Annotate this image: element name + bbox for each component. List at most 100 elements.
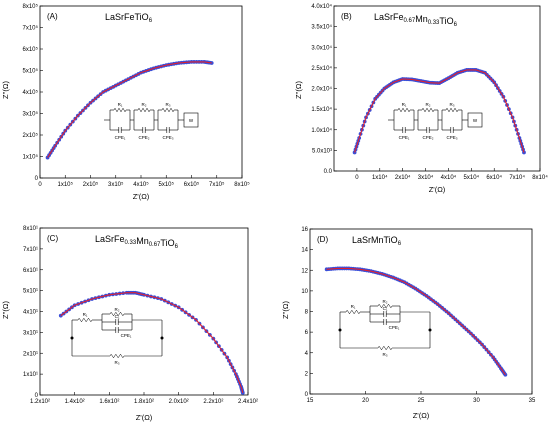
y-tick-label: 10 — [301, 289, 308, 295]
fit-line — [60, 292, 244, 394]
circuit-label: R₁ — [118, 102, 123, 107]
panel-title: LaSrFe0.67Mn0.33TiO6 — [374, 12, 458, 28]
x-tick-label: 7x10⁴ — [509, 174, 525, 181]
resistor — [421, 107, 435, 113]
y-tick-label: 2x10⁵ — [23, 132, 39, 139]
x-tick-label: 25 — [418, 398, 425, 404]
data-point — [240, 391, 245, 395]
fit-line — [47, 61, 212, 158]
warburg-element — [183, 112, 199, 128]
resistor — [137, 107, 151, 113]
panel-title: LaSrMnTiO6 — [352, 235, 402, 247]
y-tick-label: 4 — [305, 351, 309, 357]
x-axis-label: Z'(Ω) — [133, 192, 150, 201]
y-tick-label: 7x10⁵ — [23, 25, 39, 32]
y-tick-label: 3x10¹ — [23, 330, 38, 336]
equivalent-circuit-inset: R₁ R₂ C₁ CPE₁ R₃ — [338, 299, 432, 357]
circuit-label: R₁ — [351, 304, 356, 309]
y-tick-label: 1x10⁵ — [23, 154, 39, 161]
y-tick-label: 1.0x10⁴ — [311, 127, 332, 134]
circuit-label: CPE₃ — [446, 135, 457, 140]
title-part: 0.67 — [404, 18, 416, 24]
circuit-label: R₂ — [115, 307, 120, 312]
y-tick-label: 5x10⁵ — [23, 68, 39, 75]
title-part: LaSrFeTiO — [105, 12, 149, 22]
x-tick-label: 2.0x10² — [169, 399, 189, 405]
y-tick-label: 6x10⁵ — [23, 46, 39, 53]
plot-frame — [309, 228, 533, 395]
y-tick-label: 4.0x10⁴ — [311, 3, 332, 10]
resistor — [445, 107, 459, 113]
panel-title: LaSrFe0.33Mn0.67TiO6 — [95, 234, 179, 250]
x-tick-label: 1x10⁴ — [372, 174, 388, 181]
title-part: 0.33 — [125, 240, 137, 246]
y-tick-label: 5.0x10³ — [312, 148, 332, 154]
x-tick-label: 1.4x10² — [65, 399, 85, 405]
circuit-label: C₁ — [383, 306, 388, 311]
x-tick-label: 0 — [38, 182, 42, 188]
y-tick-label: 2.5x10⁴ — [311, 65, 332, 72]
plot-frame — [333, 5, 541, 172]
title-part: 0.33 — [428, 20, 440, 26]
y-tick-label: 1.5x10⁴ — [311, 106, 332, 113]
chart-panel-1: 0 1x10⁵ 2x10⁵ 3x10⁵ 4x10⁵ 5x10⁵ 6x10⁵ 7x10⁵ 8x10… — [1, 3, 250, 201]
x-axis-label: Z'(Ω) — [413, 411, 430, 420]
x-tick-label: 1.2x10² — [30, 399, 50, 405]
chart-panel-3: 0 1x10¹ 2x10¹ 3x10¹ 4x10¹ 5x10¹ 6x10¹ 7x10¹ 8x10… — [1, 226, 258, 422]
x-tick-label: 30 — [473, 398, 480, 404]
title-part: TiO — [160, 238, 174, 248]
y-tick-label: 7x10¹ — [23, 247, 38, 253]
y-axis-label: Z''(Ω) — [1, 300, 10, 319]
x-tick-label: 20 — [362, 398, 369, 404]
y-tick-label: 14 — [301, 248, 308, 254]
title-part: 0.67 — [149, 242, 161, 248]
x-tick-label: 4x10⁴ — [441, 174, 457, 181]
plot-frame — [39, 5, 243, 179]
y-tick-label: 4x10¹ — [23, 310, 38, 316]
circuit-label: CPE₂ — [139, 135, 150, 140]
circuit-label: R₂ — [142, 102, 147, 107]
y-tick-label: 6x10¹ — [23, 268, 38, 274]
x-axis-label: Z'(Ω) — [136, 413, 153, 422]
title-part: LaSrFe — [95, 234, 125, 244]
y-tick-label: 3.5x10⁴ — [311, 24, 332, 31]
y-axis-label: Z''(Ω) — [294, 80, 303, 99]
circuit-label: CPE₁ — [389, 325, 400, 330]
resistor — [109, 311, 125, 317]
warburg-label: W — [473, 118, 478, 123]
x-tick-label: 8x10⁵ — [234, 181, 250, 188]
title-part: 6 — [398, 241, 402, 247]
resistor — [377, 345, 393, 351]
warburg-element — [467, 112, 483, 128]
y-tick-label: 2 — [305, 371, 309, 377]
circuit-label: CPE₁ — [399, 135, 410, 140]
x-tick-label: 2.4x10² — [238, 399, 258, 405]
y-tick-label: 4x10⁵ — [23, 89, 39, 96]
y-tick-label: 12 — [301, 268, 308, 274]
x-tick-label: 2x10⁵ — [83, 181, 99, 188]
title-part: 6 — [149, 18, 153, 24]
x-tick-label: 6x10⁵ — [184, 181, 200, 188]
y-tick-label: 3.0x10⁴ — [311, 44, 332, 51]
title-part: 6 — [454, 22, 458, 28]
title-part: LaSrFe — [374, 12, 404, 22]
y-tick-label: 8x10⁵ — [23, 3, 39, 10]
title-part: TiO — [439, 16, 453, 26]
y-tick-label: 8 — [305, 310, 309, 316]
circuit-label: CPE₃ — [162, 135, 173, 140]
resistor — [77, 317, 93, 323]
title-part: Mn — [136, 236, 149, 246]
x-tick-label: 15 — [307, 398, 314, 404]
y-tick-label: 0.0 — [324, 169, 333, 175]
x-tick-label: 0 — [355, 175, 359, 181]
fit-line — [326, 267, 506, 376]
warburg-label: W — [189, 118, 194, 123]
equivalent-circuit-inset: R₁ CPE₁ R₂ CPE₂ R₃ CPE₃ W — [104, 102, 199, 140]
chart-panel-2: 0.0 5.0x10³ 1.0x10⁴ 1.5x10⁴ 2.0x10⁴ 2.5x10⁴ 3.… — [294, 3, 548, 194]
panel-tag: (C) — [47, 234, 58, 243]
y-axis-label: Z''(Ω) — [281, 300, 290, 319]
resistor — [397, 107, 411, 113]
circuit-label: R₁ — [402, 102, 407, 107]
equivalent-circuit-inset: R₁ CPE₁ R₂ CPE₂ R₃ CPE₃ W — [388, 102, 483, 140]
x-tick-label: 1x10⁵ — [58, 181, 74, 188]
